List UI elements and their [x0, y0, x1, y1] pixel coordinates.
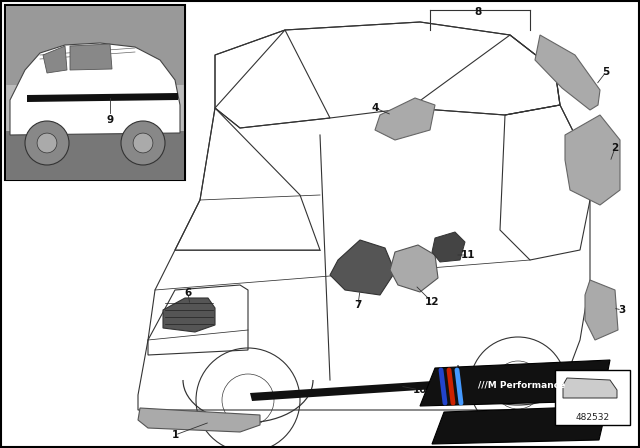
Text: 10: 10: [413, 385, 428, 395]
Polygon shape: [10, 43, 180, 135]
Polygon shape: [43, 46, 67, 73]
Text: 9: 9: [106, 115, 113, 125]
Polygon shape: [585, 280, 618, 340]
Polygon shape: [27, 93, 178, 102]
Bar: [555, 370, 630, 425]
Polygon shape: [563, 378, 617, 398]
Polygon shape: [420, 360, 610, 406]
Text: ///M Performance: ///M Performance: [478, 381, 565, 390]
Bar: [6, 6, 184, 85]
Text: 482532: 482532: [575, 413, 609, 422]
Polygon shape: [432, 406, 607, 444]
Circle shape: [121, 121, 165, 165]
Text: 11: 11: [461, 250, 476, 260]
Circle shape: [37, 133, 57, 153]
Text: 4: 4: [371, 103, 379, 113]
Text: 7: 7: [355, 300, 362, 310]
Polygon shape: [330, 240, 395, 295]
Text: 5: 5: [602, 67, 610, 77]
Polygon shape: [390, 245, 438, 292]
Polygon shape: [565, 115, 620, 205]
Text: 1: 1: [172, 430, 179, 440]
Circle shape: [25, 121, 69, 165]
Polygon shape: [138, 408, 260, 432]
Text: 6: 6: [184, 288, 191, 298]
Text: 8: 8: [474, 7, 482, 17]
Polygon shape: [250, 373, 557, 401]
Polygon shape: [432, 232, 465, 262]
Text: 2: 2: [611, 143, 619, 153]
Polygon shape: [163, 298, 215, 332]
Text: 12: 12: [425, 297, 439, 307]
Circle shape: [133, 133, 153, 153]
Polygon shape: [535, 35, 600, 110]
Bar: [5, 5, 185, 180]
Bar: [6, 131, 184, 180]
Text: 3: 3: [618, 305, 626, 315]
Polygon shape: [70, 44, 112, 70]
Polygon shape: [375, 98, 435, 140]
